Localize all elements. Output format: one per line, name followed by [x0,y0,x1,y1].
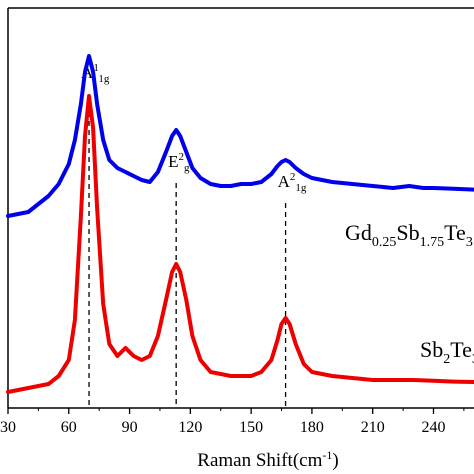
series-label-0: Gd0.25Sb1.75Te3 [345,220,473,250]
series-label-1: Sb2Te3 [420,337,474,367]
x-tick-label-240: 240 [421,419,445,436]
x-axis-label: Raman Shift(cm-1) [197,448,338,471]
x-tick-label-180: 180 [300,419,324,436]
series-line-1 [6,94,474,394]
x-tick-label-210: 210 [361,419,385,436]
x-tick-label-60: 60 [61,419,77,436]
x-tick-label-90: 90 [122,419,138,436]
x-tick-label-30: 30 [0,419,16,436]
x-axis-label-sup: -1 [322,448,332,462]
x-axis-label-text: Raman Shift(cm [197,450,322,471]
x-ticks: 30 60 90 120 150 180 210 240 [0,408,465,436]
series-lines [6,54,474,394]
x-tick-label-150: 150 [239,419,263,436]
series-line-0 [6,54,474,218]
x-tick-label-120: 120 [178,419,202,436]
peak-label-167: A21g [278,171,307,194]
x-axis-label-close: ) [332,450,338,471]
series-labels: Gd0.25Sb1.75Te3 Sb2Te3 [345,220,474,367]
axes-frame [7,7,474,409]
peak-label-113: E2g [168,151,190,174]
